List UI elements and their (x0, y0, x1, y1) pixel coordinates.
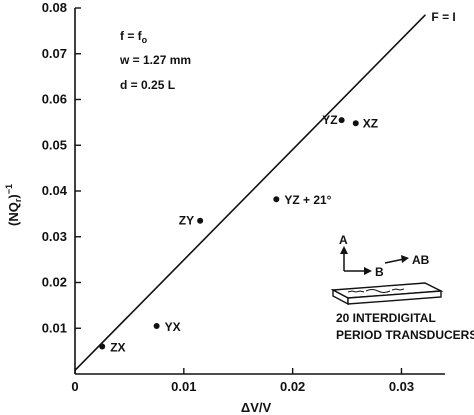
w-annotation: w = 1.27 mm (119, 53, 191, 67)
fit-line (74, 14, 426, 371)
data-point-label: YZ + 21° (284, 193, 331, 207)
data-point (352, 120, 359, 127)
parameter-annotations: f = fo w = 1.27 mm d = 0.25 L (119, 29, 191, 92)
fit-line-group: F = I (74, 10, 456, 371)
axis-a-label: A (339, 233, 348, 247)
y-tick-label: 0.06 (42, 92, 67, 107)
y-tick-label: 0.02 (42, 275, 67, 290)
axis-ab-arrowhead (401, 255, 409, 263)
y-tick-label: 0.05 (42, 137, 67, 152)
axis-ab-arrow (384, 258, 405, 264)
y-tick-label: 0.01 (42, 320, 67, 335)
substrate-side (347, 290, 442, 305)
x-axis-title: ΔV/V (241, 400, 272, 415)
axis-b-label: B (375, 265, 384, 279)
inset-caption-line2: PERIOD TRANSDUCERS (336, 328, 474, 342)
inset-caption-line1: 20 INTERDIGITAL (336, 311, 436, 325)
data-point-label: XZ (363, 116, 378, 130)
data-point-label: ZY (179, 214, 194, 228)
data-point (338, 117, 345, 124)
y-tick-label: 0.04 (42, 183, 68, 198)
d-annotation: d = 0.25 L (120, 78, 175, 92)
axis-a-arrowhead (340, 246, 348, 254)
y-tick-label: 0.03 (42, 229, 67, 244)
y-tick-label: 0.08 (42, 0, 67, 15)
data-points: ZX YX ZY YZ + 21° YZ XZ (99, 113, 378, 355)
data-point (153, 322, 160, 329)
data-point (99, 343, 106, 350)
data-point-label: ZX (110, 341, 125, 355)
axis-b-arrowhead (364, 267, 372, 275)
f-annotation: f = fo (120, 29, 148, 45)
fit-line-label: F = I (431, 10, 455, 24)
y-tick-label: 0.07 (42, 46, 67, 61)
data-point (197, 217, 204, 224)
y-axis-title: (NQr)−1 (4, 184, 23, 226)
x-tick-label: 0.03 (389, 379, 414, 394)
data-point (273, 196, 280, 203)
ticks: 0 0.01 0.02 0.03 0.01 0.02 0.03 0.04 0.05 0.06 0.0… (42, 0, 414, 394)
transducer-inset: A B AB 20 INTERDIGITAL PERIOD TRANSDUCER… (330, 233, 474, 342)
axis-ab-label: AB (412, 253, 430, 267)
x-tick-label: 0.02 (280, 379, 305, 394)
x-tick-label: 0.01 (171, 379, 196, 394)
x-tick-label: 0 (71, 379, 78, 394)
data-point-label: YZ (322, 113, 337, 127)
data-point-label: YX (165, 320, 181, 334)
transducer-pattern (347, 288, 405, 293)
